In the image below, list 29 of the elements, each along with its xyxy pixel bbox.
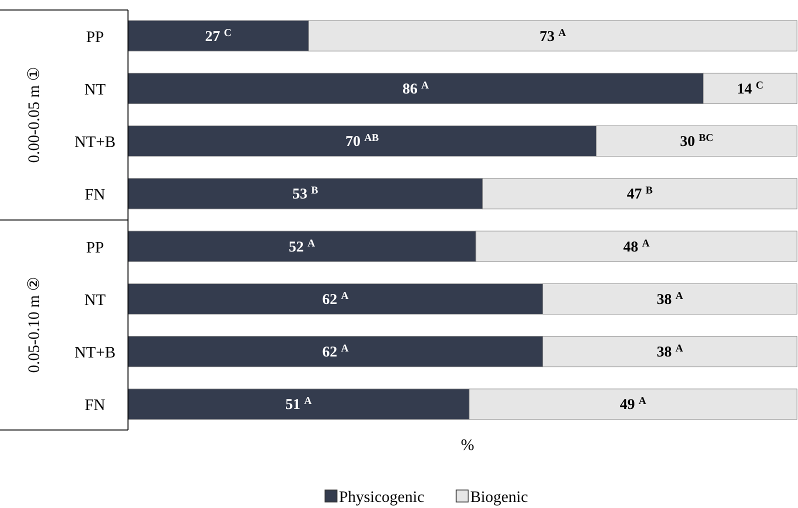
legend-label: Physicogenic	[339, 489, 424, 506]
data-label: 49 $^{A}$	[620, 396, 647, 414]
data-label: 73 $^{A}$	[540, 27, 566, 45]
y-tick-label: NT+B	[74, 344, 116, 362]
x-axis-title: %	[460, 437, 474, 454]
text: 0.00-0.05 m ①	[26, 67, 43, 163]
data-label: 14 $^{C}$	[737, 80, 764, 98]
y-tick-label: FN	[84, 397, 106, 414]
data-label: 47 $^{B}$	[626, 185, 653, 203]
data-label: 27 $^{C}$	[205, 27, 232, 45]
data-label: 38 $^{A}$	[656, 290, 684, 308]
data-label: 30 $^{BC}$	[680, 132, 714, 150]
y-tick-label: PP	[86, 239, 104, 256]
text: 0.05-0.10 m ②	[26, 277, 43, 373]
y-tick-label: PP	[86, 28, 104, 46]
data-label: 48 $^{A}$	[623, 238, 650, 256]
data-label: 52 $^{A}$	[288, 238, 316, 256]
legend-label: Biogenic	[470, 489, 528, 506]
y-tick-label: NT	[84, 81, 106, 98]
y-tick-label: FN	[84, 186, 106, 204]
y-tick-label: NT	[84, 292, 106, 309]
data-label: 53 $^{B}$	[292, 185, 318, 203]
y-tick-label: NT+B	[74, 134, 116, 152]
data-label: 86 $^{A}$	[402, 80, 430, 98]
data-label: 70 $^{AB}$	[345, 132, 379, 150]
data-label: 51 $^{A}$	[285, 396, 312, 414]
data-label: 38 $^{A}$	[656, 343, 684, 361]
data-label: 62 $^{A}$	[322, 343, 349, 361]
data-label: 62 $^{A}$	[322, 290, 349, 308]
